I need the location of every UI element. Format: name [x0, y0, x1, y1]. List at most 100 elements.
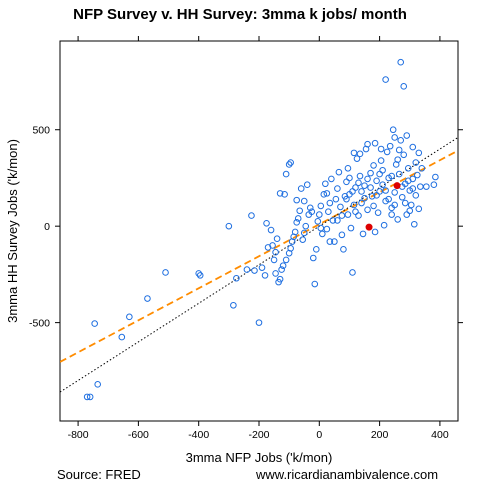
data-point — [326, 238, 334, 245]
data-point — [281, 191, 288, 198]
x-tick-label: 0 — [316, 429, 322, 441]
data-point — [400, 151, 408, 159]
data-point — [356, 172, 364, 180]
data-point — [317, 202, 325, 210]
data-point — [364, 206, 371, 214]
data-point — [349, 188, 356, 195]
data-point — [144, 295, 151, 302]
data-point — [407, 201, 415, 209]
data-point — [323, 190, 331, 197]
data-point — [353, 155, 361, 162]
data-point — [272, 248, 279, 256]
data-point — [293, 219, 300, 226]
data-point — [397, 58, 405, 66]
data-point — [347, 224, 355, 232]
data-point — [233, 274, 240, 282]
data-point — [294, 215, 302, 222]
data-point — [335, 168, 343, 176]
data-point — [394, 156, 401, 163]
data-point — [364, 140, 371, 148]
data-point — [389, 126, 397, 134]
data-point — [126, 313, 133, 321]
data-point — [162, 269, 169, 276]
data-point — [343, 195, 350, 203]
data-point — [361, 182, 368, 189]
data-point — [344, 211, 352, 218]
data-point — [377, 145, 385, 153]
data-point — [196, 272, 204, 279]
data-point — [331, 238, 338, 245]
data-point — [383, 148, 391, 156]
data-point — [258, 264, 266, 271]
data-point — [319, 230, 326, 238]
data-point — [356, 150, 364, 158]
data-point — [308, 208, 316, 216]
data-point — [374, 209, 382, 216]
data-point — [293, 196, 300, 204]
data-point — [370, 162, 377, 169]
data-point — [370, 202, 377, 210]
data-point — [329, 217, 337, 224]
data-point — [270, 256, 278, 264]
data-point — [297, 185, 305, 192]
data-point — [415, 149, 423, 157]
data-point — [303, 181, 311, 189]
x-tick-label: 400 — [431, 429, 449, 441]
y-tick-label: 0 — [44, 221, 50, 233]
data-point — [371, 228, 379, 236]
data-point — [287, 245, 294, 252]
data-point — [287, 159, 294, 166]
plot-frame — [59, 40, 459, 422]
data-point — [413, 171, 421, 179]
data-point — [395, 146, 403, 154]
data-point — [380, 221, 388, 229]
data-point — [276, 275, 284, 283]
data-point — [328, 175, 335, 183]
x-tick-label: -400 — [188, 429, 209, 441]
data-point — [267, 226, 275, 234]
website-footer: www.ricardianambivalence.com — [255, 467, 438, 480]
data-point — [376, 170, 383, 178]
data-point — [394, 216, 401, 223]
x-tick-label: -800 — [68, 429, 89, 441]
data-point — [337, 203, 344, 211]
data-point — [282, 256, 290, 264]
data-point — [248, 212, 255, 219]
data-point — [355, 212, 362, 219]
data-point — [412, 159, 420, 166]
data-point — [361, 194, 368, 202]
data-point — [406, 207, 414, 215]
data-point — [195, 270, 202, 277]
data-point — [296, 207, 304, 215]
y-tick-label: -500 — [29, 318, 50, 330]
y-axis-label: 3mma HH Survey Jobs ('k/mon) — [5, 139, 20, 323]
data-point — [364, 175, 371, 183]
data-point — [91, 320, 98, 327]
data-point — [282, 170, 290, 178]
data-point — [432, 173, 439, 181]
data-point — [359, 230, 367, 238]
data-point — [410, 220, 418, 228]
data-point — [409, 185, 417, 192]
x-tick-label: -600 — [128, 429, 149, 441]
data-point — [273, 235, 281, 243]
data-point — [323, 225, 331, 233]
y-axis-ticks: -500 0 500 — [29, 125, 463, 330]
data-point — [291, 228, 299, 236]
data-point — [309, 254, 317, 262]
data-point — [350, 201, 358, 209]
data-point — [367, 184, 374, 191]
data-point — [316, 211, 323, 218]
data-point — [83, 393, 91, 401]
data-point — [317, 224, 325, 232]
data-point — [320, 191, 328, 198]
data-point — [409, 143, 417, 151]
data-point — [403, 211, 411, 218]
data-point — [338, 231, 346, 239]
data-point — [417, 183, 424, 190]
data-point — [278, 266, 285, 273]
data-point — [86, 393, 94, 401]
data-point — [368, 192, 376, 200]
data-point — [225, 222, 233, 230]
